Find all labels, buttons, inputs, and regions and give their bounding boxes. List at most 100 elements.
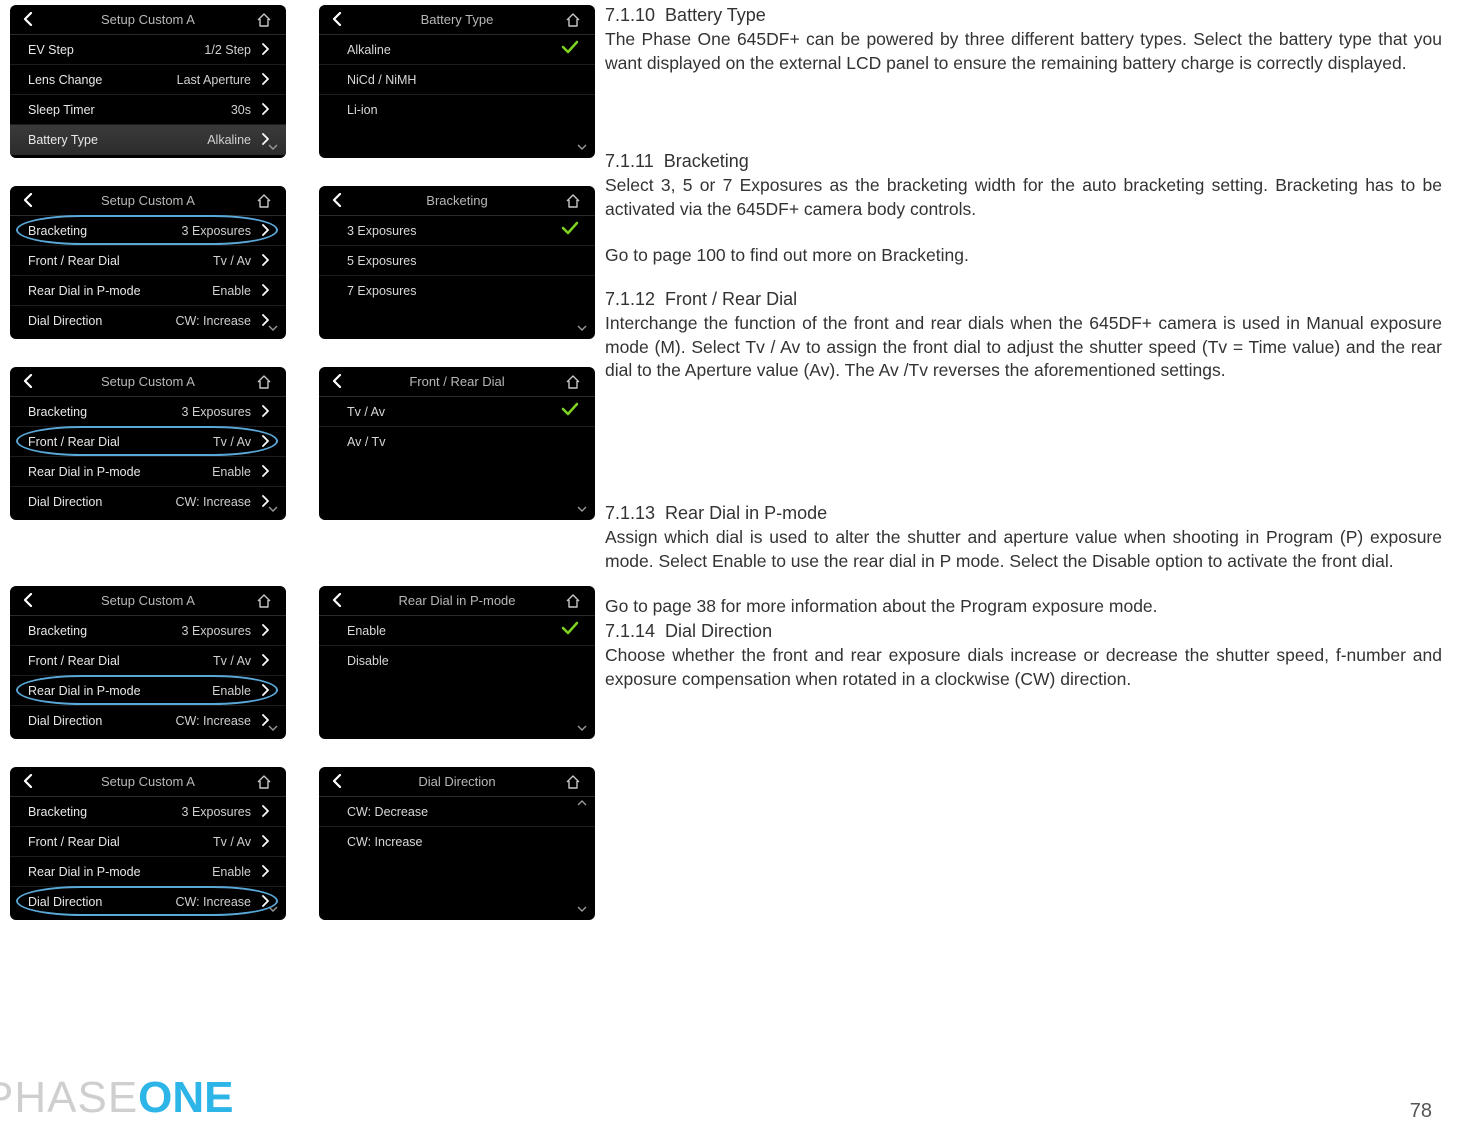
menu-label: Rear Dial in P-mode: [28, 465, 141, 479]
menu-row[interactable]: Battery Type Alkaline: [10, 125, 286, 155]
section-name: Dial Direction: [665, 621, 772, 642]
back-icon[interactable]: [22, 12, 38, 28]
menu-row[interactable]: Dial Direction CW: Increase: [10, 306, 286, 336]
menu-value: CW: Increase: [102, 895, 261, 909]
option-row[interactable]: Av / Tv: [319, 427, 595, 457]
menu-row[interactable]: Front / Rear Dial Tv / Av: [10, 827, 286, 857]
home-icon[interactable]: [256, 594, 272, 611]
screen-title: Setup Custom A: [10, 12, 286, 27]
page-layout: Setup Custom A EV Step 1/2 Step Lens Cha…: [0, 0, 1462, 948]
back-icon[interactable]: [22, 774, 38, 790]
screen-rows: Alkaline NiCd / NiMH Li-ion: [319, 35, 595, 125]
scroll-up-icon[interactable]: [577, 799, 587, 810]
back-icon[interactable]: [22, 193, 38, 209]
home-icon[interactable]: [565, 594, 581, 611]
option-row[interactable]: Tv / Av: [319, 397, 595, 427]
option-row[interactable]: Disable: [319, 646, 595, 676]
back-icon[interactable]: [331, 774, 347, 790]
menu-value: 3 Exposures: [87, 224, 261, 238]
option-row[interactable]: 5 Exposures: [319, 246, 595, 276]
section-name: Battery Type: [665, 5, 766, 26]
scroll-down-icon[interactable]: [268, 143, 278, 154]
option-label: NiCd / NiMH: [347, 73, 579, 87]
menu-row[interactable]: Rear Dial in P-mode Enable: [10, 676, 286, 706]
scroll-down-icon[interactable]: [268, 724, 278, 735]
menu-value: 30s: [95, 103, 261, 117]
scroll-down-icon[interactable]: [268, 324, 278, 335]
menu-row[interactable]: Bracketing 3 Exposures: [10, 397, 286, 427]
chevron-right-icon: [261, 283, 270, 299]
option-row[interactable]: NiCd / NiMH: [319, 65, 595, 95]
chevron-right-icon: [261, 623, 270, 639]
menu-row[interactable]: Dial Direction CW: Increase: [10, 887, 286, 917]
option-row[interactable]: Alkaline: [319, 35, 595, 65]
home-icon[interactable]: [256, 194, 272, 211]
back-icon[interactable]: [331, 193, 347, 209]
option-label: 3 Exposures: [347, 224, 561, 238]
home-icon[interactable]: [565, 375, 581, 392]
chevron-right-icon: [261, 864, 270, 880]
menu-row[interactable]: EV Step 1/2 Step: [10, 35, 286, 65]
section-body: Assign which dial is used to alter the s…: [605, 526, 1442, 619]
option-label: Enable: [347, 624, 561, 638]
scroll-down-icon[interactable]: [268, 905, 278, 916]
menu-row[interactable]: Sleep Timer 30s: [10, 95, 286, 125]
screen-header: Front / Rear Dial: [319, 367, 595, 397]
option-row[interactable]: 3 Exposures: [319, 216, 595, 246]
menu-label: EV Step: [28, 43, 74, 57]
menu-label: Front / Rear Dial: [28, 835, 120, 849]
option-row[interactable]: Enable: [319, 616, 595, 646]
scroll-down-icon[interactable]: [577, 324, 587, 335]
back-icon[interactable]: [331, 12, 347, 28]
home-icon[interactable]: [256, 775, 272, 792]
section-number: 7.1.12: [605, 289, 655, 310]
menu-value: Enable: [141, 865, 261, 879]
back-icon[interactable]: [22, 593, 38, 609]
section-body: Select 3, 5 or 7 Exposures as the bracke…: [605, 174, 1442, 267]
option-row[interactable]: Li-ion: [319, 95, 595, 125]
scroll-down-icon[interactable]: [577, 143, 587, 154]
menu-row[interactable]: Front / Rear Dial Tv / Av: [10, 427, 286, 457]
screens-row: Setup Custom A EV Step 1/2 Step Lens Cha…: [10, 5, 605, 158]
scroll-down-icon[interactable]: [268, 505, 278, 516]
menu-row[interactable]: Rear Dial in P-mode Enable: [10, 857, 286, 887]
screen-title: Bracketing: [319, 193, 595, 208]
option-row[interactable]: 7 Exposures: [319, 276, 595, 306]
scroll-down-icon[interactable]: [577, 905, 587, 916]
checkmark-icon: [561, 402, 579, 421]
home-icon[interactable]: [256, 13, 272, 30]
menu-row[interactable]: Bracketing 3 Exposures: [10, 216, 286, 246]
menu-row[interactable]: Bracketing 3 Exposures: [10, 616, 286, 646]
menu-row[interactable]: Bracketing 3 Exposures: [10, 797, 286, 827]
checkmark-icon: [561, 221, 579, 240]
screen-header: Setup Custom A: [10, 5, 286, 35]
section-name: Rear Dial in P-mode: [665, 503, 827, 524]
option-screen: Battery Type Alkaline NiCd / NiMH Li-ion: [319, 5, 595, 158]
section-heading: 7.1.12 Front / Rear Dial: [605, 289, 1442, 310]
back-icon[interactable]: [331, 374, 347, 390]
option-row[interactable]: CW: Increase: [319, 827, 595, 857]
screen-header: Rear Dial in P-mode: [319, 586, 595, 616]
menu-row[interactable]: Rear Dial in P-mode Enable: [10, 276, 286, 306]
back-icon[interactable]: [22, 374, 38, 390]
menu-value: 3 Exposures: [87, 624, 261, 638]
home-icon[interactable]: [256, 375, 272, 392]
back-icon[interactable]: [331, 593, 347, 609]
page-number: 78: [1410, 1100, 1432, 1123]
scroll-down-icon[interactable]: [577, 505, 587, 516]
option-label: Tv / Av: [347, 405, 561, 419]
menu-row[interactable]: Dial Direction CW: Increase: [10, 706, 286, 736]
scroll-down-icon[interactable]: [577, 724, 587, 735]
menu-row[interactable]: Front / Rear Dial Tv / Av: [10, 646, 286, 676]
option-row[interactable]: CW: Decrease: [319, 797, 595, 827]
menu-row[interactable]: Dial Direction CW: Increase: [10, 487, 286, 517]
menu-row[interactable]: Lens Change Last Aperture: [10, 65, 286, 95]
screen-title: Setup Custom A: [10, 593, 286, 608]
menu-row[interactable]: Rear Dial in P-mode Enable: [10, 457, 286, 487]
menu-value: Last Aperture: [102, 73, 261, 87]
home-icon[interactable]: [565, 194, 581, 211]
menu-row[interactable]: Front / Rear Dial Tv / Av: [10, 246, 286, 276]
section-paragraph: Go to page 100 to find out more on Brack…: [605, 244, 1442, 268]
home-icon[interactable]: [565, 13, 581, 30]
home-icon[interactable]: [565, 775, 581, 792]
